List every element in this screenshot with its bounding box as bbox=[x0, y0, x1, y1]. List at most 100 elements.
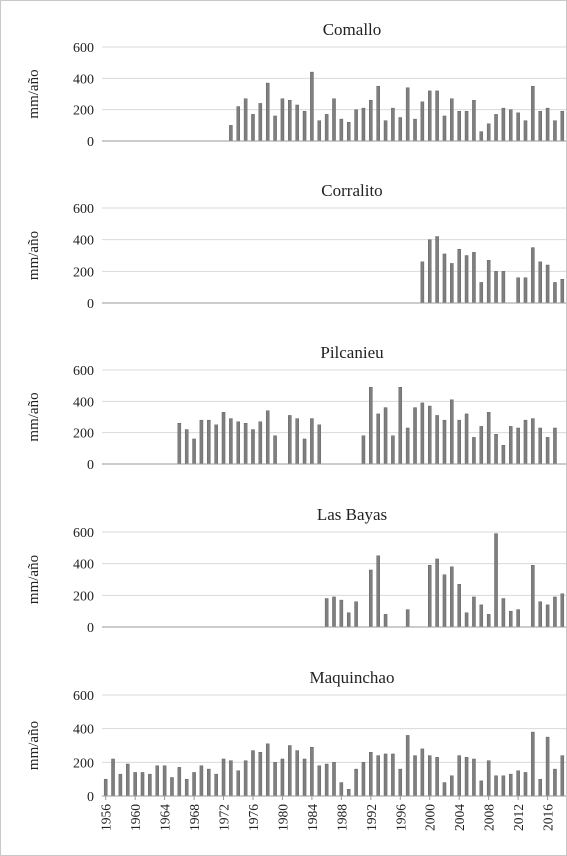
bar-1984 bbox=[310, 418, 314, 465]
bar-1971 bbox=[214, 424, 218, 465]
bar-2014 bbox=[531, 85, 535, 142]
bar-1975 bbox=[243, 98, 248, 142]
bar-2004 bbox=[457, 584, 461, 628]
bar-2007 bbox=[479, 282, 484, 304]
bar-1977 bbox=[258, 103, 263, 142]
bar-1991 bbox=[361, 435, 366, 465]
bar-2003 bbox=[450, 98, 454, 142]
bar-1994 bbox=[383, 407, 388, 465]
bar-1967 bbox=[184, 429, 189, 465]
bar-2016 bbox=[545, 437, 550, 465]
bar-1981 bbox=[288, 100, 292, 142]
bar-2001 bbox=[435, 757, 439, 797]
bar-2002 bbox=[442, 115, 447, 142]
bar-2001 bbox=[435, 90, 439, 142]
bar-1975 bbox=[243, 760, 248, 797]
bar-2003 bbox=[450, 566, 454, 628]
bar-1978 bbox=[265, 743, 270, 797]
bar-1974 bbox=[236, 770, 241, 797]
bar-2006 bbox=[472, 100, 476, 142]
bar-1979 bbox=[273, 762, 277, 797]
bar-1977 bbox=[258, 421, 263, 465]
y-tick-label: 0 bbox=[87, 621, 94, 636]
bar-1980 bbox=[280, 758, 285, 797]
bar-1997 bbox=[405, 87, 410, 142]
bar-1965 bbox=[170, 777, 174, 797]
bar-1968 bbox=[192, 438, 196, 465]
bar-1991 bbox=[361, 107, 366, 142]
bar-1983 bbox=[302, 438, 307, 465]
bar-2007 bbox=[479, 131, 484, 142]
bar-2008 bbox=[486, 760, 491, 797]
x-tick-label: 2016 bbox=[541, 804, 556, 831]
bar-1992 bbox=[369, 387, 373, 465]
bar-2004 bbox=[457, 419, 461, 465]
bar-2008 bbox=[486, 260, 491, 304]
bar-1967 bbox=[184, 778, 189, 797]
bar-1973 bbox=[229, 760, 233, 797]
bar-1972 bbox=[221, 412, 226, 465]
y-tick-label: 200 bbox=[73, 589, 94, 604]
bar-2002 bbox=[442, 782, 447, 797]
bar-1988 bbox=[339, 782, 344, 797]
bar-1988 bbox=[339, 599, 344, 628]
bar-1956 bbox=[103, 778, 108, 797]
y-tick-label: 0 bbox=[87, 458, 94, 473]
bar-2004 bbox=[457, 111, 461, 142]
bar-1997 bbox=[405, 609, 410, 628]
y-tick-label: 400 bbox=[73, 395, 94, 410]
y-tick-label: 200 bbox=[73, 427, 94, 442]
bar-2007 bbox=[479, 604, 484, 628]
bar-2009 bbox=[494, 533, 498, 628]
bar-2011 bbox=[509, 109, 513, 142]
bar-2009 bbox=[494, 775, 498, 797]
bar-1990 bbox=[354, 768, 358, 797]
bar-1970 bbox=[207, 768, 211, 797]
bar-2017 bbox=[553, 120, 557, 142]
bar-1969 bbox=[199, 765, 204, 797]
bar-1963 bbox=[155, 765, 159, 797]
y-tick-label: 600 bbox=[73, 364, 94, 379]
bar-1968 bbox=[192, 772, 196, 797]
bar-2012 bbox=[516, 609, 520, 628]
bar-2000 bbox=[428, 90, 432, 142]
bar-2017 bbox=[553, 282, 557, 304]
bar-1999 bbox=[420, 402, 425, 465]
bar-1975 bbox=[243, 423, 248, 465]
x-tick-label: 2008 bbox=[482, 804, 497, 831]
bar-1996 bbox=[398, 387, 403, 465]
bar-1985 bbox=[317, 424, 322, 465]
bar-1971 bbox=[214, 773, 218, 797]
y-tick-label: 400 bbox=[73, 558, 94, 573]
bar-2015 bbox=[538, 111, 542, 142]
bar-2002 bbox=[442, 419, 447, 465]
bar-2000 bbox=[428, 755, 432, 797]
bar-1970 bbox=[207, 419, 211, 465]
y-tick-label: 200 bbox=[73, 265, 94, 280]
bar-1957 bbox=[111, 758, 115, 797]
y-tick-label: 0 bbox=[87, 790, 94, 805]
bar-1995 bbox=[391, 753, 395, 797]
bar-1988 bbox=[339, 118, 344, 142]
bar-2010 bbox=[501, 107, 506, 142]
bar-1998 bbox=[413, 407, 417, 465]
bar-1996 bbox=[398, 117, 403, 142]
bar-2006 bbox=[472, 437, 476, 465]
bar-2000 bbox=[428, 405, 432, 465]
y-tick-label: 200 bbox=[73, 104, 94, 119]
bar-1985 bbox=[317, 765, 322, 797]
y-tick-label: 0 bbox=[87, 297, 94, 312]
bar-2016 bbox=[545, 264, 550, 304]
y-tick-label: 600 bbox=[73, 202, 94, 217]
bar-1990 bbox=[354, 109, 358, 142]
bar-1973 bbox=[229, 125, 233, 142]
bar-1984 bbox=[310, 71, 314, 142]
chart-title: Maquinchao bbox=[310, 668, 395, 687]
bar-2006 bbox=[472, 252, 476, 304]
bar-2003 bbox=[450, 399, 454, 465]
bar-1981 bbox=[288, 415, 292, 465]
bar-1979 bbox=[273, 115, 277, 142]
bar-2017 bbox=[553, 596, 557, 628]
x-tick-label: 1968 bbox=[187, 804, 202, 831]
